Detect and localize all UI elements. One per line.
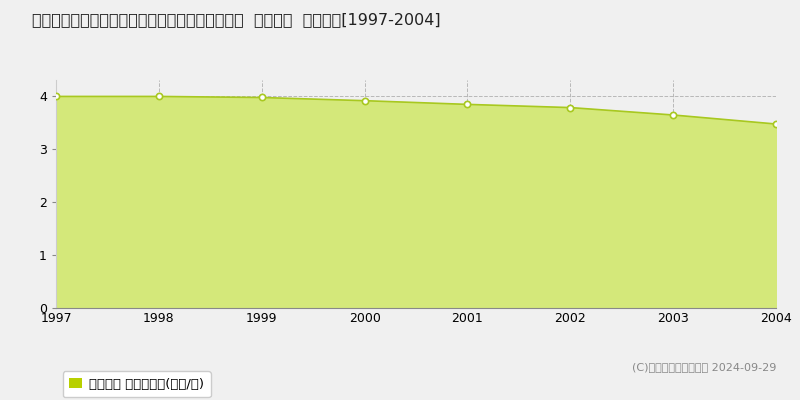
Text: (C)土地価格ドットコム 2024-09-29: (C)土地価格ドットコム 2024-09-29 [632, 362, 776, 372]
Text: 青森県西津軽郡深浦町大字柳田字桜田７４番１外  基準地価  地価推移[1997-2004]: 青森県西津軽郡深浦町大字柳田字桜田７４番１外 基準地価 地価推移[1997-20… [32, 12, 441, 27]
Legend: 基準地価 平均坪単価(万円/坪): 基準地価 平均坪単価(万円/坪) [62, 371, 210, 397]
